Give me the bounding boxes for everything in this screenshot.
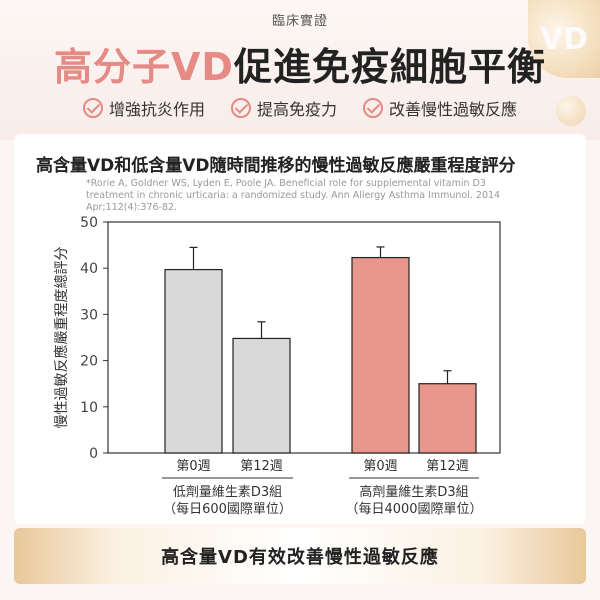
bar [351,256,410,454]
x-tick-label: 第0週 [363,459,397,474]
decor-bubble [556,96,586,126]
eyebrow-label: 臨床實證 [271,14,328,29]
bar [418,383,477,454]
benefit-item: 改善慢性過敏反應 [363,96,517,120]
headline-rest: 促進免疫細胞平衡 [233,45,546,89]
vd-badge: VD [528,0,600,78]
group-label: 低劑量維生素D3組 [173,484,282,500]
check-circle-icon [363,98,383,118]
check-circle-icon [230,98,251,118]
page-headline: 高分子VD促進免疫細胞平衡 [0,36,600,91]
group-label: 高劑量維生素D3組 [359,484,468,500]
y-tick-label: 20 [80,354,98,370]
bar [164,268,223,454]
benefit-label: 提高免疫力 [256,100,337,119]
group-sublabel: （每日4000國際單位） [345,501,482,517]
bar [232,337,291,454]
y-tick-label: 0 [89,446,98,462]
plot-frame [107,221,501,454]
benefit-label: 增強抗炎作用 [108,100,205,119]
y-axis-label: 慢性過敏反應嚴重程度總評分 [53,247,70,429]
headline-accent: 高分子VD [54,45,234,89]
y-tick-label: 50 [80,215,98,231]
benefit-item: 提高免疫力 [230,96,337,120]
group-sublabel: （每日600國際單位） [163,501,292,517]
check-circle-icon [82,98,103,118]
x-tick-label: 第0週 [176,459,210,474]
chart-citation: *Rorie A, Goldner WS, Lyden E, Poole JA.… [86,178,501,213]
chart-title: 高含量VD和低含量VD隨時間推移的慢性過敏反應嚴重程度評分 [36,156,516,176]
x-tick-label: 第12週 [240,459,283,474]
banner-text: 高含量VD有效改善慢性過敏反應 [161,547,439,568]
y-tick-label: 10 [80,400,98,416]
y-tick-label: 40 [80,261,98,277]
header-background [0,0,600,140]
conclusion-banner: 高含量VD有效改善慢性過敏反應 [14,528,586,584]
x-tick-label: 第12週 [426,459,469,474]
chart-card [14,134,586,524]
vd-badge-text: VD [539,21,589,57]
y-tick-label: 30 [80,307,98,323]
benefit-list: 增強抗炎作用 提高免疫力 改善慢性過敏反應 [0,96,600,120]
benefit-label: 改善慢性過敏反應 [389,100,518,119]
benefit-item: 增強抗炎作用 [82,96,205,120]
